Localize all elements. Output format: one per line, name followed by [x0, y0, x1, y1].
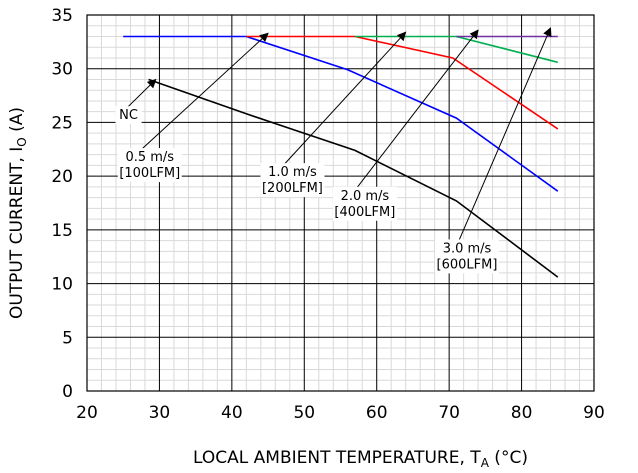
x-tick-label: 40 — [221, 403, 243, 423]
tick-labels: 20 30 40 50 60 70 80 90 0 5 10 15 20 25 30 35 — [51, 6, 604, 423]
annotation-label: NC — [119, 108, 138, 123]
x-tick-label: 70 — [438, 403, 460, 423]
y-tick-label: 0 — [62, 382, 73, 402]
series-line-0-5-m-s-100lfm — [123, 35, 559, 192]
x-tick-label: 80 — [511, 403, 533, 423]
y-axis-title-main: OUTPUT CURRENT, I — [7, 147, 27, 319]
annotations: NC0.5 m/s[100LFM] 1.0 m/s[200LFM]2.0 m/s[… — [115, 27, 552, 274]
grid — [86, 14, 595, 392]
x-axis-title-main: LOCAL AMBIENT TEMPERATURE, T — [193, 448, 481, 468]
annotation-background — [435, 239, 500, 274]
annotation-arrow — [284, 31, 407, 165]
x-axis-title: LOCAL AMBIENT TEMPERATURE, TA (°C) — [193, 448, 528, 470]
x-tick-label: 50 — [293, 403, 315, 423]
plot-frame — [86, 14, 595, 392]
annotation-arrow — [127, 78, 157, 108]
annotation-label: [100LFM] — [119, 166, 180, 181]
annotation-label: 1.0 m/s — [268, 165, 317, 180]
x-tick-label: 30 — [149, 403, 171, 423]
x-axis-title-subscript: A — [481, 456, 490, 470]
x-tick-label: 90 — [583, 403, 605, 423]
annotation-label: 3.0 m/s — [443, 241, 492, 256]
y-axis-title: OUTPUT CURRENT, IO (A) — [7, 107, 29, 319]
annotation-arrow — [356, 29, 479, 189]
annotation-background — [332, 186, 397, 221]
y-tick-label: 15 — [51, 221, 73, 241]
annotation-background — [115, 106, 142, 125]
annotation-label: [400LFM] — [334, 205, 395, 220]
x-tick-label: 20 — [76, 403, 98, 423]
x-axis-title-unit: (°C) — [489, 448, 528, 468]
annotation-label: 2.0 m/s — [341, 189, 390, 204]
y-tick-label: 20 — [51, 167, 73, 187]
y-tick-label: 25 — [51, 113, 73, 133]
series-lines — [123, 35, 559, 278]
series-line-1-0-m-s-200lfm — [246, 35, 559, 130]
annotation-arrow — [458, 27, 552, 241]
y-tick-label: 10 — [51, 275, 73, 295]
annotation-label: 0.5 m/s — [125, 150, 174, 165]
y-tick-label: 30 — [51, 60, 73, 80]
y-tick-label: 35 — [51, 6, 73, 26]
annotation-background — [117, 148, 182, 183]
annotation-label: [600LFM] — [437, 257, 498, 272]
series-line-nc — [148, 78, 559, 278]
y-axis-title-subscript: O — [15, 137, 29, 146]
annotation-label: [200LFM] — [262, 181, 323, 196]
annotation-background — [260, 163, 325, 198]
annotation-arrow — [141, 32, 269, 150]
y-tick-label: 5 — [62, 328, 73, 348]
y-axis-title-unit: (A) — [7, 107, 27, 137]
x-tick-label: 60 — [366, 403, 388, 423]
